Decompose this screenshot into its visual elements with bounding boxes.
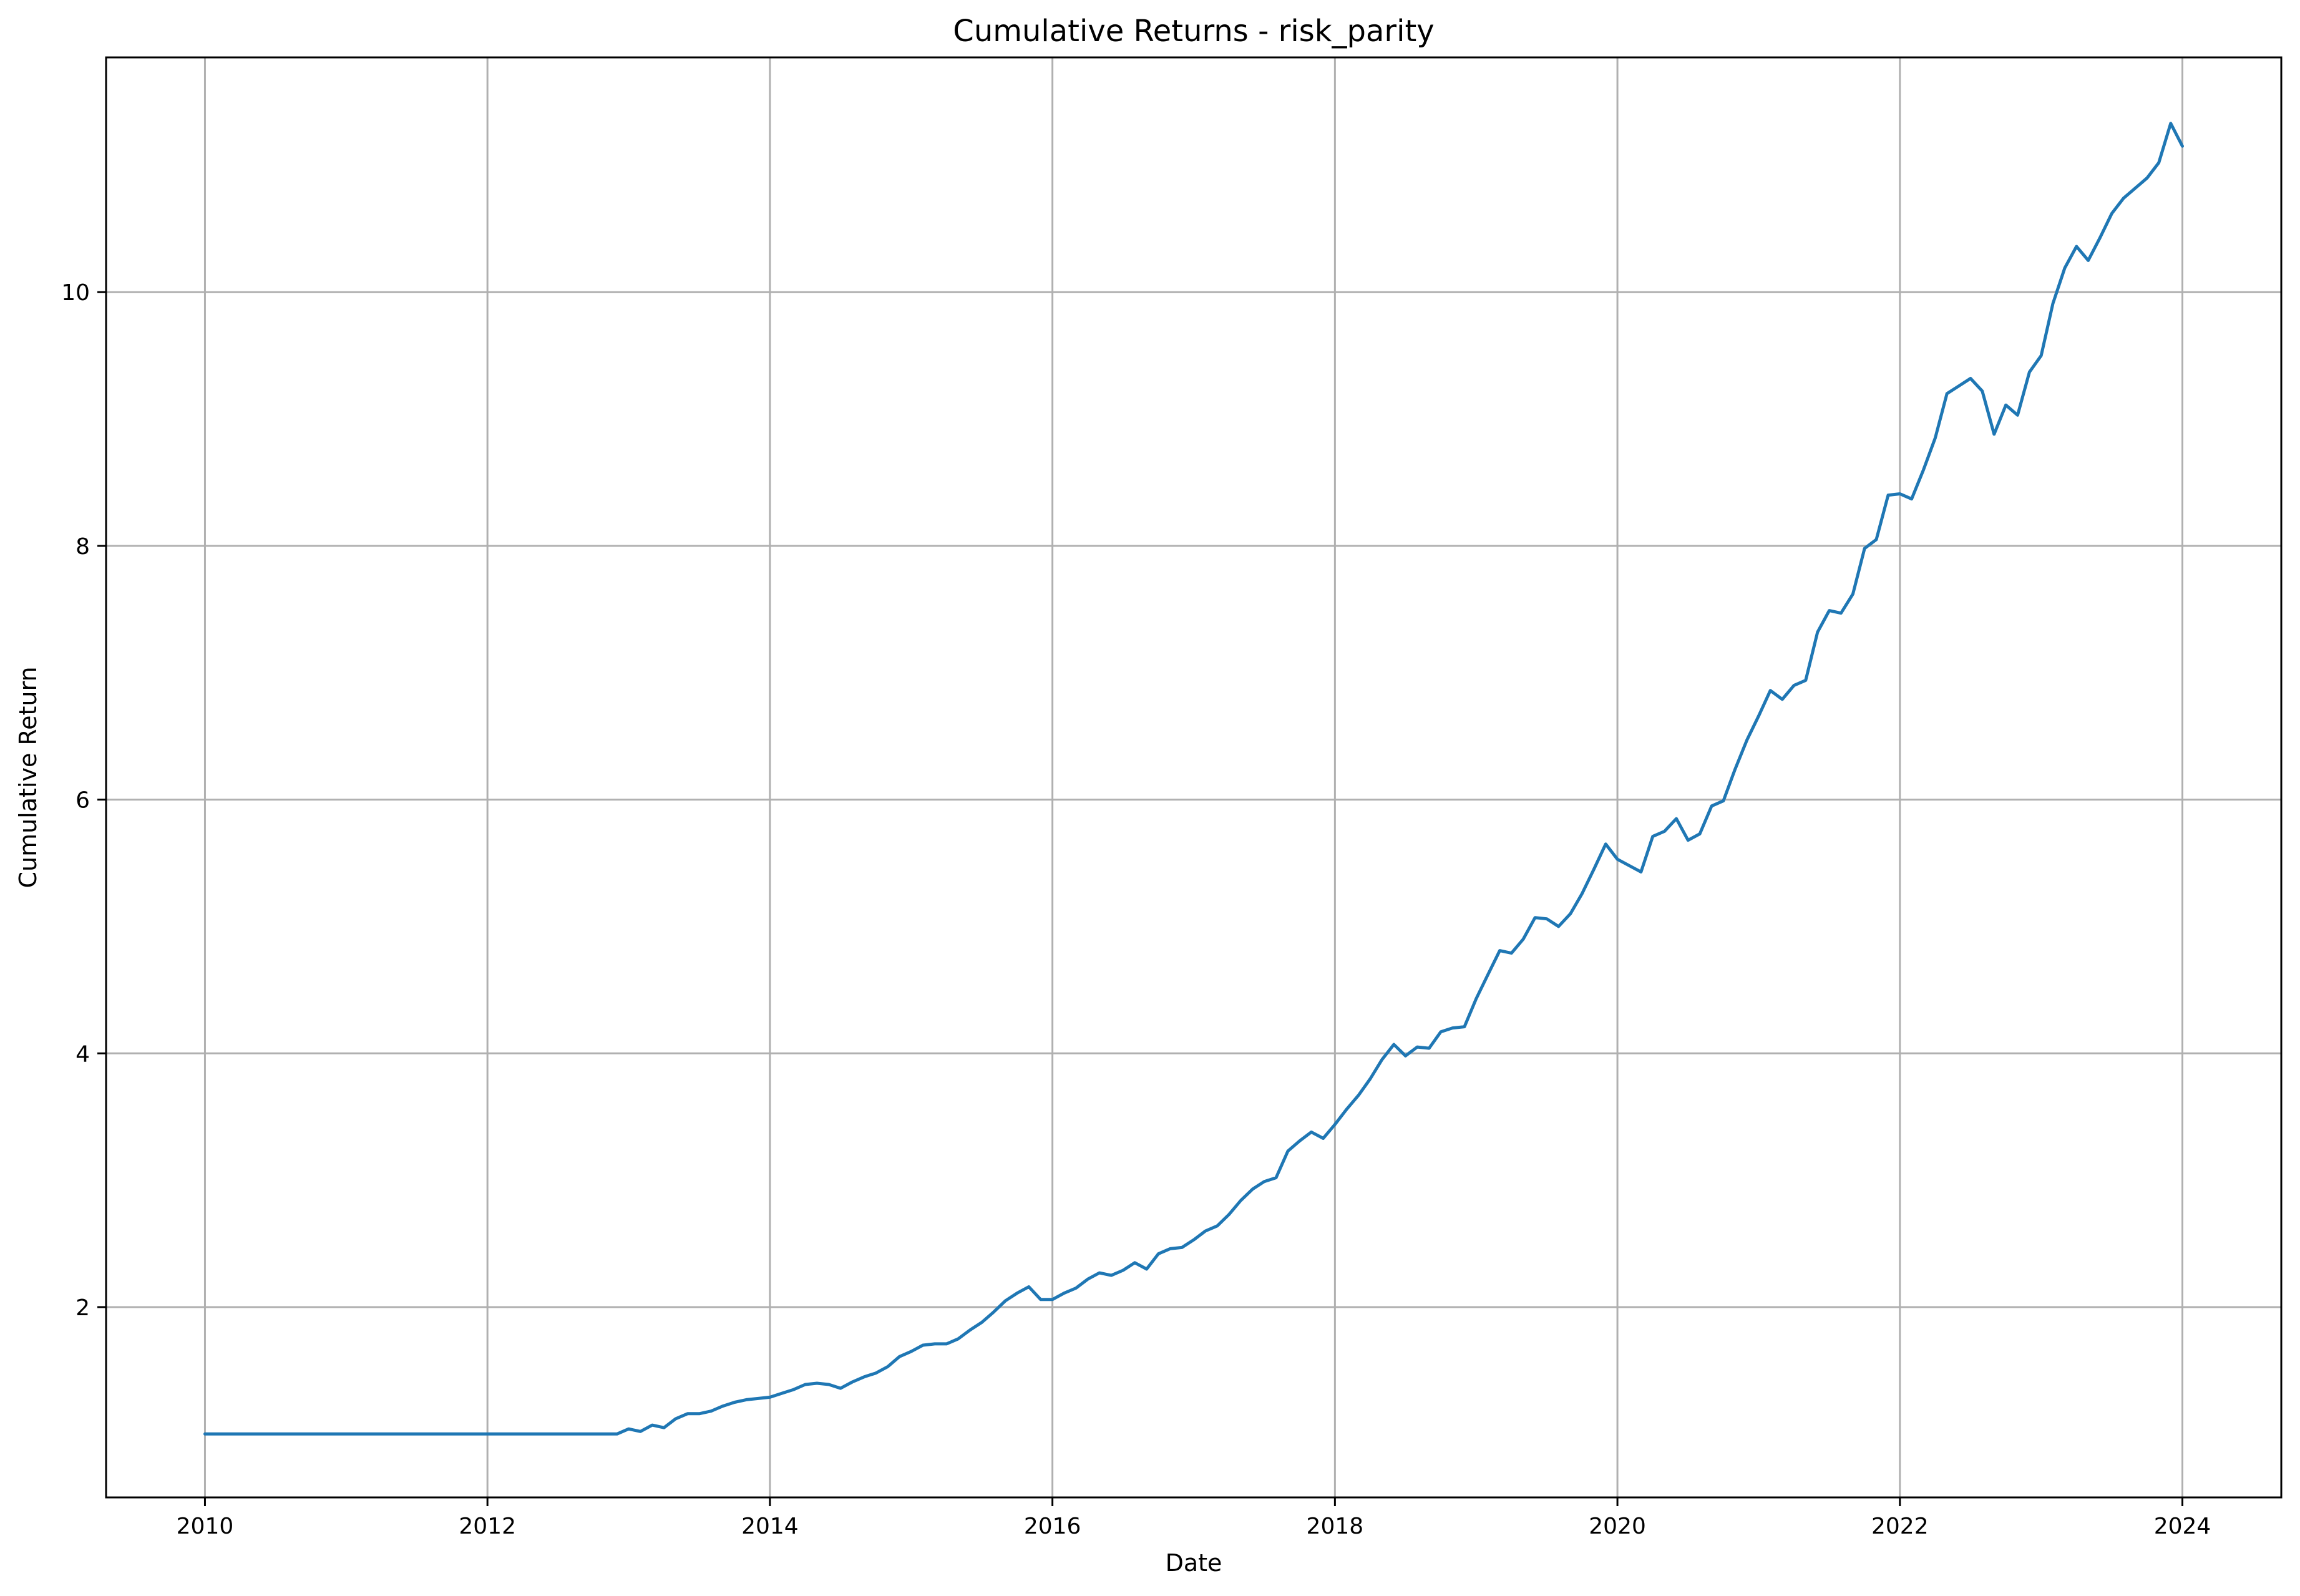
y-tick-label: 10 — [61, 280, 90, 306]
x-tick-label: 2022 — [1871, 1514, 1929, 1539]
x-tick-label: 2016 — [1024, 1514, 1081, 1539]
chart-title: Cumulative Returns - risk_parity — [953, 14, 1434, 49]
x-tick-label: 2012 — [459, 1514, 516, 1539]
x-axis-label: Date — [1166, 1549, 1222, 1577]
y-gridlines — [106, 291, 2281, 1308]
series-line-risk-parity — [203, 122, 2184, 1436]
x-tick-label: 2010 — [177, 1514, 234, 1539]
y-tick-label: 4 — [76, 1041, 90, 1067]
y-axis-label: Cumulative Return — [14, 666, 42, 888]
series-layer — [203, 122, 2184, 1436]
y-axis-ticks: 2 4 6 8 10 — [61, 280, 106, 1321]
y-tick-label: 8 — [76, 534, 90, 560]
x-tick-label: 2014 — [741, 1514, 799, 1539]
y-tick-label: 6 — [76, 788, 90, 814]
x-tick-label: 2024 — [2154, 1514, 2211, 1539]
x-tick-label: 2020 — [1589, 1514, 1646, 1539]
y-tick-label: 2 — [76, 1295, 90, 1321]
plot-frame — [105, 56, 2283, 1499]
x-tick-label: 2018 — [1307, 1514, 1364, 1539]
x-gridlines — [203, 57, 2184, 1497]
x-axis-ticks: 2010 2012 2014 2016 2018 2020 2022 2024 — [177, 1497, 2211, 1539]
